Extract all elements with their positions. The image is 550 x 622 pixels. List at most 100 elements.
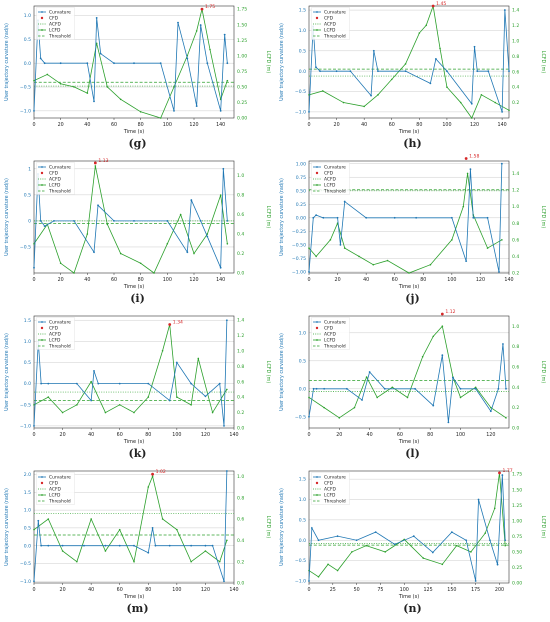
curvature-point xyxy=(374,531,377,533)
legend-label: Threshold xyxy=(323,344,346,350)
curvature-point xyxy=(53,220,55,222)
chart-panel: −1.00 −0.75 −0.50 −0.25 0.00 0.25 0.50 0.75 1.00… xyxy=(275,154,550,310)
x-tick-label: 60 xyxy=(392,277,398,283)
legend-label: CFD xyxy=(324,171,334,177)
curvature-point xyxy=(186,251,189,254)
curvature-point xyxy=(429,82,432,85)
legend-label: Curvature xyxy=(49,475,71,481)
legend-marker xyxy=(316,339,318,341)
curvature-point xyxy=(323,387,326,390)
curvature-point xyxy=(498,271,500,273)
x-tick-label: 80 xyxy=(145,432,151,438)
curvature-point xyxy=(175,361,178,364)
x-tick-label: 80 xyxy=(416,122,422,128)
x-tick-label: 40 xyxy=(361,122,367,128)
y2-tick-label: 1.4 xyxy=(512,171,519,177)
lcfd-point xyxy=(197,357,200,360)
curvature-point xyxy=(470,102,473,105)
curvature-point xyxy=(99,52,102,55)
x-tick-label: 20 xyxy=(60,432,66,438)
y-tick-label: −0.5 xyxy=(20,85,31,91)
curvature-point xyxy=(431,551,434,554)
y2-tick-label: 0.75 xyxy=(237,69,247,75)
x-tick-label: 25 xyxy=(330,587,336,593)
legend-swatch xyxy=(40,16,44,20)
lcfd-point xyxy=(133,411,135,414)
legend-label: ACFD xyxy=(49,332,62,338)
y-tick-label: −0.25 xyxy=(292,229,306,235)
lcfd-point xyxy=(73,272,75,274)
x-axis-label: Time (s) xyxy=(398,284,419,290)
curvature-point xyxy=(469,168,472,171)
y2-axis-label: LCFD (m) xyxy=(540,516,546,539)
curvature-point xyxy=(432,404,435,407)
cfd-value-label: 1.34 xyxy=(173,319,183,325)
legend-box xyxy=(36,7,75,40)
y-axis-label: User trajectory curvature (rad/s) xyxy=(4,178,10,256)
x-tick-label: 100 xyxy=(456,432,465,438)
x-tick-label: 200 xyxy=(495,587,504,593)
curvature-point xyxy=(33,109,35,112)
curvature-series-line xyxy=(33,168,228,268)
y-axis-label: User trajectory curvature (rad/s) xyxy=(4,23,10,101)
legend-box xyxy=(311,7,350,40)
panel-label: (n) xyxy=(403,602,422,615)
y2-tick-label: 1.75 xyxy=(512,472,522,478)
legend-label: CFD xyxy=(324,326,334,332)
curvature-point xyxy=(173,109,175,112)
legend-label: CFD xyxy=(324,481,334,487)
plot-frame xyxy=(308,470,510,584)
lcfd-point xyxy=(365,376,368,378)
y2-tick-label: 0.2 xyxy=(237,251,244,257)
y-axis-label: User trajectory curvature (rad/s) xyxy=(279,488,285,566)
y-tick-label: 0.5 xyxy=(299,48,306,54)
curvature-point xyxy=(223,580,225,583)
lcfd-point xyxy=(119,98,122,101)
lcfd-point xyxy=(308,396,310,399)
y2-tick-label: 0.8 xyxy=(512,344,519,350)
legend-box xyxy=(311,162,350,195)
chart-panel: −0.5 0 0.5 1 0.0 0.2 0.4 0.6 0.8 1.0 0 20 40 60 80 100 1… xyxy=(0,155,275,310)
x-tick-label: 140 xyxy=(229,587,238,593)
y-tick-label: 0 xyxy=(28,219,31,225)
lcfd-point xyxy=(459,396,462,399)
x-tick-label: 0 xyxy=(307,432,310,438)
curvature-point xyxy=(133,544,135,547)
curvature-point xyxy=(93,100,95,103)
lcfd-point xyxy=(484,532,486,535)
curvature-point xyxy=(147,551,150,554)
y-axis-label: User trajectory curvature (rad/s) xyxy=(4,488,10,566)
lcfd-point xyxy=(441,563,444,566)
curvature-point xyxy=(206,235,209,238)
curvature-point xyxy=(195,105,198,107)
lcfd-point xyxy=(408,272,410,274)
legend-label: Curvature xyxy=(49,10,71,16)
x-tick-label: 80 xyxy=(427,432,433,438)
legend-label: ACFD xyxy=(49,487,62,493)
x-tick-label: 60 xyxy=(111,122,117,128)
y2-tick-label: 0.8 xyxy=(237,364,244,370)
curvature-point xyxy=(37,519,40,522)
x-tick-label: 0 xyxy=(307,277,310,283)
y-tick-label: 0.0 xyxy=(299,538,306,544)
lcfd-point xyxy=(195,30,198,32)
legend-box xyxy=(36,472,75,505)
lcfd-point xyxy=(139,262,142,265)
legend-label: CFD xyxy=(49,481,59,487)
lcfd-series-line xyxy=(33,324,228,414)
y2-tick-label: 1.0 xyxy=(512,204,519,210)
curvature-point xyxy=(225,319,228,322)
curvature-point xyxy=(90,399,93,402)
x-tick-label: 80 xyxy=(138,122,144,128)
y2-tick-label: 0.8 xyxy=(237,193,244,199)
y-tick-label: 1 xyxy=(28,166,31,172)
lcfd-point xyxy=(209,48,211,51)
lcfd-point xyxy=(439,47,441,50)
curvature-point xyxy=(465,260,468,262)
curvature-point xyxy=(40,382,43,385)
x-tick-label: 40 xyxy=(84,277,90,283)
y2-tick-label: 1.2 xyxy=(237,333,244,339)
y-tick-label: −0.5 xyxy=(295,414,306,420)
y-tick-label: 0.5 xyxy=(24,360,31,366)
chart-svg: −1.0 −0.5 0.0 0.5 1.0 1.5 0.2 0.4 0.6 0.8 1.0 1.2 1.… xyxy=(279,1,546,135)
